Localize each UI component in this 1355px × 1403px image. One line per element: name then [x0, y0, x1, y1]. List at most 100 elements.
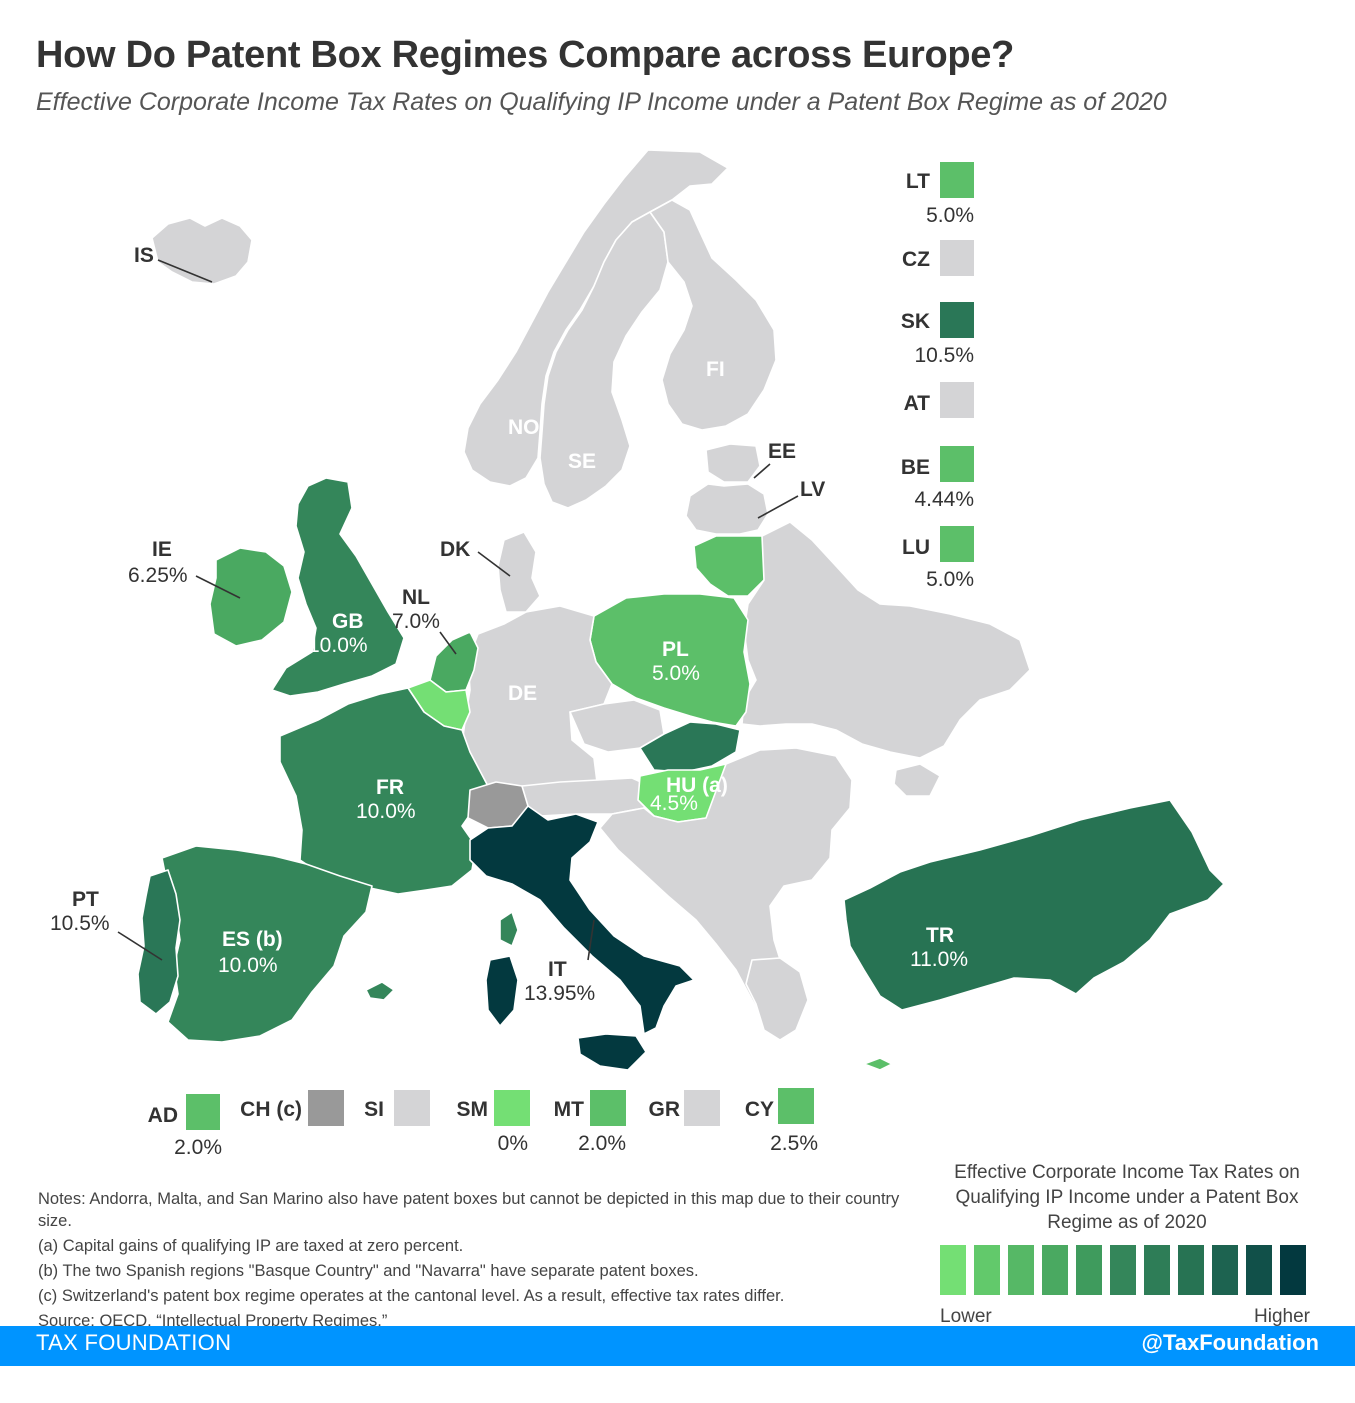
label-IE-rate: 6.25% — [128, 564, 188, 587]
label-ES-rate: 10.0% — [218, 954, 278, 977]
country-SE[interactable] — [539, 211, 669, 509]
notes: Notes: Andorra, Malta, and San Marino al… — [38, 1188, 918, 1335]
legend-CZ-code: CZ — [902, 248, 930, 271]
legend-SM-rate: 0% — [498, 1132, 528, 1155]
legend-AD-code: AD — [148, 1104, 178, 1127]
label-IT-rate: 13.95% — [524, 982, 595, 1005]
legend-SI-code: SI — [364, 1098, 384, 1121]
scale-step — [974, 1245, 1000, 1295]
scale-step — [1008, 1245, 1034, 1295]
country-BY-UA[interactable] — [741, 521, 1031, 759]
color-scale — [940, 1245, 1314, 1295]
scale-step — [1178, 1245, 1204, 1295]
footer-bar — [0, 1326, 1355, 1366]
scale-low-label: Lower — [940, 1306, 992, 1327]
legend-BE-swatch — [940, 446, 974, 482]
label-FR-rate: 10.0% — [356, 800, 416, 823]
label-PL-rate: 5.0% — [652, 662, 700, 685]
legend-AD-swatch — [186, 1094, 220, 1130]
legend-LT-swatch — [940, 162, 974, 198]
country-FI[interactable] — [649, 199, 777, 431]
note-source: Source: OECD, “Intellectual Property Reg… — [38, 1312, 388, 1330]
right-legend: LT 5.0% CZ SK 10.5% AT BE 4.44% LU 5.0% — [901, 162, 974, 591]
country-IS[interactable] — [151, 217, 253, 285]
note-c: (c) Switzerland's patent box regime oper… — [38, 1287, 785, 1305]
country-LV[interactable] — [685, 483, 769, 535]
label-TR-code: TR — [926, 924, 954, 947]
scale-step — [1144, 1245, 1170, 1295]
label-IS: IS — [134, 244, 154, 267]
country-GB[interactable] — [271, 477, 405, 697]
label-ES-code: ES (b) — [222, 928, 283, 951]
label-LV: LV — [800, 478, 825, 501]
country-CY[interactable] — [863, 1057, 893, 1071]
bottom-legend: AD 2.0% CH (c) SI SM 0% MT 2.0% GR CY 2.… — [148, 1088, 818, 1159]
label-IE-code: IE — [152, 538, 172, 561]
legend-SK-swatch — [940, 302, 974, 338]
label-NL-code: NL — [402, 586, 430, 609]
country-IT-sicily[interactable] — [577, 1033, 647, 1071]
legend-SM-code: SM — [457, 1098, 489, 1121]
legend-LU-code: LU — [902, 536, 930, 559]
legend-CY-code: CY — [745, 1098, 774, 1121]
label-DE: DE — [508, 682, 537, 705]
country-GR[interactable] — [745, 957, 809, 1041]
legend-BE-code: BE — [901, 456, 930, 479]
scale-step — [1110, 1245, 1136, 1295]
label-PT-rate: 10.5% — [50, 912, 110, 935]
legend-BE-rate: 4.44% — [914, 488, 974, 511]
legend-AT-code: AT — [904, 392, 931, 415]
label-PL-code: PL — [662, 638, 689, 661]
legend-GR-swatch — [684, 1090, 720, 1126]
country-PT[interactable] — [137, 869, 181, 1015]
europe-map: IS NO SE FI EE LV DK IE 6.25% GB 10.0% N… — [50, 149, 1225, 1159]
label-NL-rate: 7.0% — [392, 610, 440, 633]
label-IT-code: IT — [548, 958, 567, 981]
scale-step — [1212, 1245, 1238, 1295]
legend-LT-rate: 5.0% — [926, 204, 974, 227]
scale-step — [940, 1245, 966, 1295]
legend-LT-code: LT — [906, 170, 930, 193]
scale-step — [1042, 1245, 1068, 1295]
country-EE[interactable] — [705, 443, 761, 483]
label-NO: NO — [508, 416, 540, 439]
footer-brand: TAX FOUNDATION — [36, 1330, 232, 1355]
legend-CH-code: CH (c) — [240, 1098, 302, 1121]
legend-SI-swatch — [394, 1090, 430, 1126]
label-PT-code: PT — [72, 888, 99, 911]
legend-SM-swatch — [494, 1090, 530, 1126]
country-TR[interactable] — [843, 799, 1225, 1011]
scale-high-label: Higher — [1254, 1306, 1310, 1327]
country-IT-sardinia[interactable] — [485, 955, 519, 1027]
label-GB-rate: 10.0% — [308, 634, 368, 657]
legend-AD-rate: 2.0% — [174, 1136, 222, 1159]
label-TR-rate: 11.0% — [910, 948, 968, 971]
page-title: How Do Patent Box Regimes Compare across… — [36, 34, 1015, 76]
legend-SK-rate: 10.5% — [914, 344, 974, 367]
legend-MT-swatch — [590, 1090, 626, 1126]
country-DK[interactable] — [497, 531, 541, 613]
label-GB-code: GB — [332, 610, 364, 633]
label-EE: EE — [768, 440, 796, 463]
legend-MT-rate: 2.0% — [578, 1132, 626, 1155]
legend-AT-swatch — [940, 382, 974, 418]
country-FR-corsica[interactable] — [499, 911, 519, 947]
label-DK: DK — [440, 538, 470, 561]
legend-CH-swatch — [308, 1090, 344, 1126]
label-FI: FI — [706, 358, 725, 381]
label-SE: SE — [568, 450, 596, 473]
note-main: Notes: Andorra, Malta, and San Marino al… — [38, 1190, 900, 1230]
scale-step — [1280, 1245, 1306, 1295]
scale-title: Effective Corporate Income Tax Rates on … — [954, 1162, 1300, 1233]
country-IE[interactable] — [209, 547, 293, 647]
country-IT[interactable] — [469, 805, 695, 1035]
legend-SK-code: SK — [901, 310, 930, 333]
page-subtitle: Effective Corporate Income Tax Rates on … — [36, 88, 1167, 116]
scale-step — [1246, 1245, 1272, 1295]
country-ES-balearics[interactable] — [365, 981, 395, 1001]
legend-CZ-swatch — [940, 240, 974, 276]
note-b: (b) The two Spanish regions "Basque Coun… — [38, 1262, 699, 1280]
footer-handle[interactable]: @TaxFoundation — [1141, 1330, 1319, 1355]
legend-CY-swatch — [778, 1088, 814, 1124]
country-crimea[interactable] — [893, 763, 941, 797]
